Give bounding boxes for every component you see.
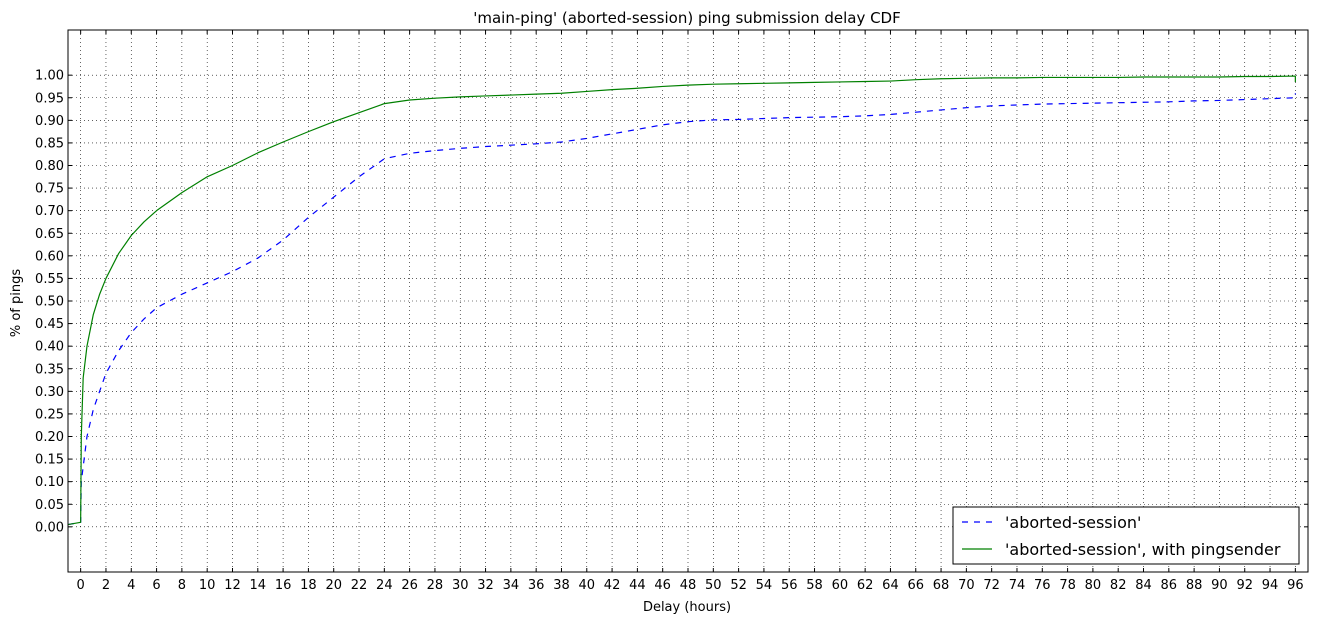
x-tick-label: 46 — [654, 578, 671, 593]
y-tick-label: 0.00 — [35, 520, 64, 535]
y-tick-label: 0.25 — [35, 407, 64, 422]
y-tick-label: 0.55 — [35, 272, 64, 287]
legend-label-aborted-session: 'aborted-session' — [1005, 513, 1141, 532]
x-tick-label: 64 — [882, 578, 899, 593]
x-tick-label: 72 — [983, 578, 1000, 593]
x-tick-label: 88 — [1186, 578, 1203, 593]
x-tick-label: 12 — [224, 578, 241, 593]
legend-label-with-pingsender: 'aborted-session', with pingsender — [1005, 540, 1281, 559]
y-tick-label: 0.65 — [35, 227, 64, 242]
x-tick-label: 56 — [781, 578, 798, 593]
x-tick-label: 76 — [1034, 578, 1051, 593]
x-axis-label: Delay (hours) — [643, 600, 731, 615]
y-tick-label: 0.45 — [35, 317, 64, 332]
x-tick-label: 26 — [401, 578, 418, 593]
x-tick-label: 92 — [1236, 578, 1253, 593]
y-tick-label: 0.35 — [35, 362, 64, 377]
legend: 'aborted-session' 'aborted-session', wit… — [952, 506, 1300, 565]
y-tick-label: 0.70 — [35, 204, 64, 219]
x-tick-label: 60 — [832, 578, 849, 593]
chart-title: 'main-ping' (aborted-session) ping submi… — [473, 9, 901, 27]
x-tick-label: 24 — [376, 578, 393, 593]
x-tick-label: 42 — [604, 578, 621, 593]
x-tick-label: 20 — [325, 578, 342, 593]
x-tick-label: 86 — [1161, 578, 1178, 593]
x-tick-label: 40 — [579, 578, 596, 593]
x-tick-label: 36 — [528, 578, 545, 593]
x-axis-ticks: 0 2 4 6 8 10 12 14 16 18 20 22 24 26 28 30 32 34 36 38 40 42 4… — [77, 30, 1304, 593]
y-tick-label: 0.30 — [35, 385, 64, 400]
x-tick-label: 62 — [857, 578, 874, 593]
y-tick-label: 0.90 — [35, 114, 64, 129]
x-tick-label: 34 — [503, 578, 520, 593]
y-tick-label: 0.80 — [35, 159, 64, 174]
y-tick-label: 0.75 — [35, 182, 64, 197]
x-tick-label: 8 — [178, 578, 186, 593]
x-tick-label: 52 — [730, 578, 747, 593]
y-tick-label: 1.00 — [35, 69, 64, 84]
y-tick-label: 0.10 — [35, 475, 64, 490]
x-tick-label: 16 — [275, 578, 292, 593]
y-tick-label: 0.20 — [35, 430, 64, 445]
x-tick-label: 78 — [1059, 578, 1076, 593]
x-tick-label: 38 — [553, 578, 570, 593]
x-tick-label: 66 — [907, 578, 924, 593]
legend-box — [952, 506, 1300, 565]
y-tick-label: 0.95 — [35, 91, 64, 106]
x-tick-label: 82 — [1110, 578, 1127, 593]
x-tick-label: 94 — [1262, 578, 1279, 593]
x-tick-label: 74 — [1009, 578, 1026, 593]
x-tick-label: 32 — [477, 578, 494, 593]
y-axis-label: % of pings — [9, 269, 24, 338]
x-tick-label: 58 — [806, 578, 823, 593]
y-tick-label: 0.40 — [35, 340, 64, 355]
x-tick-label: 30 — [452, 578, 469, 593]
x-tick-label: 96 — [1287, 578, 1304, 593]
series-line-0 — [67, 93, 1296, 526]
y-tick-label: 0.15 — [35, 453, 64, 468]
x-tick-label: 22 — [351, 578, 368, 593]
x-tick-label: 50 — [705, 578, 722, 593]
y-tick-label: 0.05 — [35, 498, 64, 513]
x-tick-label: 4 — [127, 578, 135, 593]
y-axis-ticks: 0.00 0.05 0.10 0.15 0.20 0.25 0.30 0.35 0.40 0.45… — [35, 69, 1308, 535]
x-tick-label: 6 — [152, 578, 160, 593]
x-tick-label: 10 — [199, 578, 216, 593]
y-tick-label: 0.50 — [35, 295, 64, 310]
x-tick-label: 0 — [77, 578, 85, 593]
x-tick-label: 68 — [933, 578, 950, 593]
x-tick-label: 18 — [300, 578, 317, 593]
x-tick-label: 84 — [1135, 578, 1152, 593]
x-tick-label: 48 — [680, 578, 697, 593]
x-tick-label: 28 — [427, 578, 444, 593]
y-tick-label: 0.85 — [35, 136, 64, 151]
x-tick-label: 2 — [102, 578, 110, 593]
series-layer — [67, 75, 1296, 526]
x-tick-label: 14 — [250, 578, 267, 593]
x-tick-label: 90 — [1211, 578, 1228, 593]
x-tick-label: 70 — [958, 578, 975, 593]
x-tick-label: 44 — [629, 578, 646, 593]
series-line-1 — [67, 75, 1296, 526]
x-tick-label: 54 — [756, 578, 773, 593]
y-tick-label: 0.60 — [35, 249, 64, 264]
x-tick-label: 80 — [1085, 578, 1102, 593]
grid — [68, 30, 1308, 572]
